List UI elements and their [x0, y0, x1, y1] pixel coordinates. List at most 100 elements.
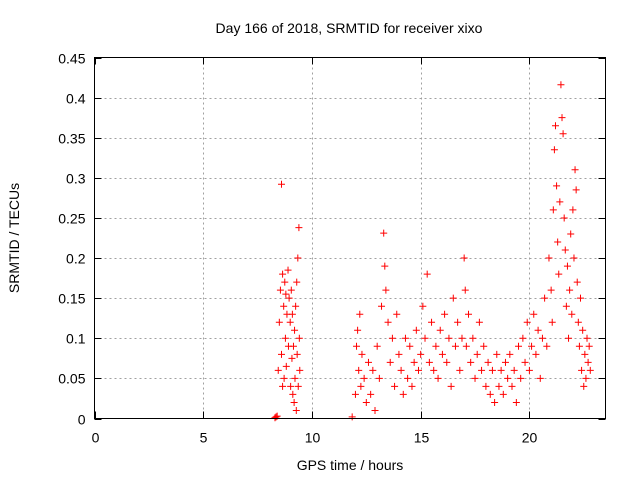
data-point — [384, 318, 392, 326]
y-tick-label: 0.45 — [58, 51, 85, 67]
data-point — [553, 182, 561, 190]
data-point — [412, 326, 420, 334]
data-point — [545, 254, 553, 262]
data-point — [430, 366, 438, 374]
data-point — [432, 342, 440, 350]
axis-ticks: 0 0.05 0.1 0.15 0.2 0.25 0.3 0.35 0.4 0.45 0 5 10 15 2… — [58, 51, 606, 446]
data-point — [289, 342, 297, 350]
data-point — [543, 342, 551, 350]
data-point — [296, 366, 304, 374]
data-point — [373, 342, 381, 350]
y-tick-label: 0.35 — [58, 131, 85, 147]
data-point — [549, 206, 557, 214]
data-point — [495, 382, 503, 390]
data-point — [381, 262, 389, 270]
data-point — [278, 350, 286, 358]
data-point — [295, 224, 303, 232]
data-point — [480, 342, 488, 350]
grid-lines — [94, 57, 606, 419]
data-point — [445, 334, 453, 342]
data-point — [541, 294, 549, 302]
data-point — [289, 390, 297, 398]
data-point — [275, 318, 283, 326]
data-point — [360, 374, 368, 382]
data-point — [460, 254, 468, 262]
data-point — [274, 366, 282, 374]
data-point — [523, 318, 531, 326]
y-tick-label: 0.15 — [58, 291, 85, 307]
data-point — [285, 294, 293, 302]
x-tick-label: 15 — [414, 430, 430, 446]
data-point — [447, 382, 455, 390]
data-point — [279, 270, 287, 278]
data-point — [482, 382, 490, 390]
data-point — [348, 413, 356, 421]
data-point — [557, 81, 565, 89]
data-point — [530, 310, 538, 318]
data-point — [581, 350, 589, 358]
data-point — [560, 214, 568, 222]
data-point — [555, 270, 563, 278]
data-point — [351, 390, 359, 398]
data-point — [504, 374, 512, 382]
data-point — [293, 350, 301, 358]
data-point — [367, 390, 375, 398]
data-point — [536, 374, 544, 382]
data-point — [556, 198, 564, 206]
data-point — [461, 286, 469, 294]
data-point — [428, 318, 436, 326]
data-point — [388, 334, 396, 342]
data-point — [282, 290, 290, 298]
data-point — [294, 254, 302, 262]
scatter-points — [271, 81, 594, 422]
data-point — [583, 334, 591, 342]
data-point — [288, 354, 296, 362]
data-point — [574, 318, 582, 326]
x-tick-label: 5 — [200, 430, 208, 446]
data-point — [551, 122, 559, 130]
data-point — [286, 318, 294, 326]
data-point — [525, 366, 533, 374]
data-point — [562, 302, 570, 310]
data-point — [465, 310, 473, 318]
data-point — [508, 382, 516, 390]
data-point — [558, 114, 566, 122]
y-axis-label: SRMTID / TECUs — [6, 183, 22, 293]
data-point — [292, 406, 300, 414]
data-point — [438, 350, 446, 358]
data-point — [443, 358, 451, 366]
data-point — [362, 398, 370, 406]
data-point — [475, 318, 483, 326]
data-point — [393, 310, 401, 318]
data-point — [563, 262, 571, 270]
data-point — [354, 326, 362, 334]
data-point — [559, 130, 567, 138]
data-point — [554, 238, 562, 246]
x-tick-label: 20 — [522, 430, 538, 446]
data-point — [425, 358, 433, 366]
data-point — [280, 302, 288, 310]
data-point — [484, 358, 492, 366]
data-point — [291, 374, 299, 382]
data-point — [491, 398, 499, 406]
data-point — [538, 334, 546, 342]
data-point — [287, 286, 295, 294]
data-point — [561, 246, 569, 254]
data-point — [290, 398, 298, 406]
data-point — [449, 294, 457, 302]
data-point — [506, 350, 514, 358]
data-point — [364, 358, 372, 366]
data-point — [570, 254, 578, 262]
data-point — [287, 382, 295, 390]
data-point — [279, 382, 287, 390]
data-point — [547, 286, 555, 294]
data-point — [499, 390, 507, 398]
data-point — [386, 358, 394, 366]
data-point — [436, 326, 444, 334]
data-point — [469, 334, 477, 342]
data-point — [566, 286, 574, 294]
data-point — [576, 294, 584, 302]
data-point — [575, 342, 583, 350]
data-point — [353, 342, 361, 350]
data-point — [510, 366, 518, 374]
